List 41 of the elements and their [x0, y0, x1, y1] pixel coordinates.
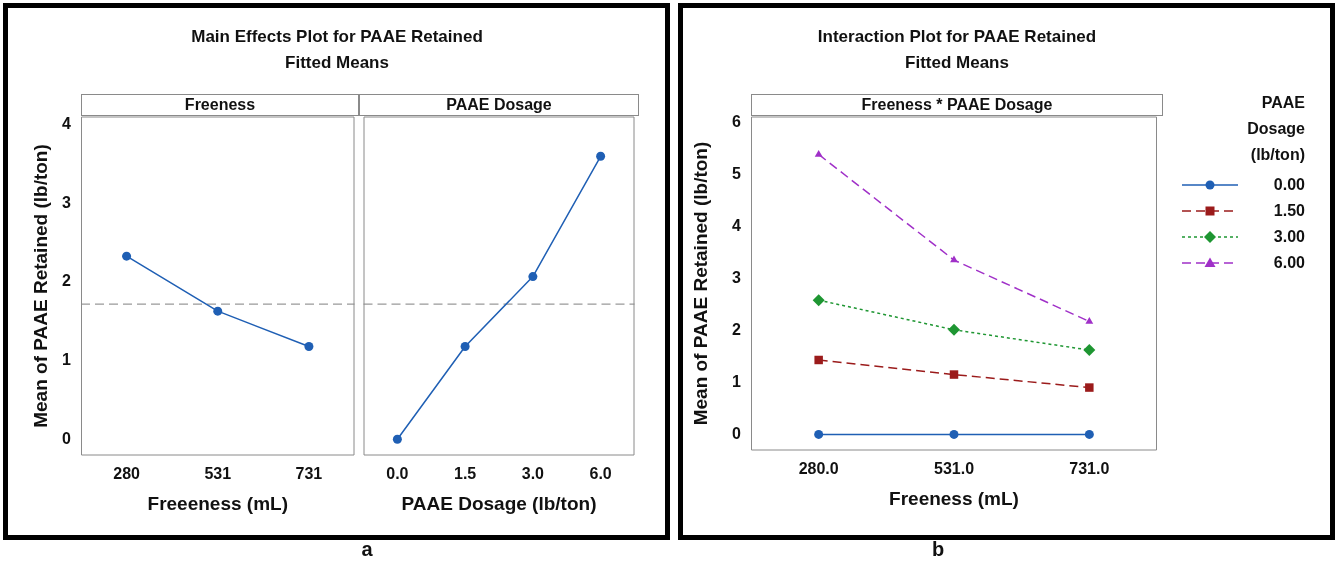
x-tick-label: 280.0 — [798, 460, 839, 478]
text: PAAE Dosage — [359, 94, 639, 116]
chart-title: Main Effects Plot for PAAE Retained — [190, 26, 484, 48]
x-tick-label: 531.0 — [933, 460, 975, 478]
y-tick-label: 0 — [732, 424, 742, 442]
y-tick-label: 1 — [732, 372, 742, 390]
y-tick-label: 4 — [732, 216, 742, 234]
x-axis-title: Freeeness (mL) — [147, 492, 288, 514]
y-tick-label: 1 — [62, 351, 72, 369]
chart-subtitle: Fitted Means — [904, 52, 1010, 74]
y-axis-title: Mean of PAAE Retained (lb/ton) — [689, 141, 711, 426]
y-axis-title: Mean of PAAE Retained (lb/ton) — [29, 144, 51, 428]
y-tick-label: 0 — [62, 429, 72, 447]
y-tick-label: 3 — [62, 193, 72, 211]
legend-label: 6.00 — [1273, 254, 1305, 272]
x-tick-label: 1.5 — [454, 465, 477, 483]
x-tick-label: 0.0 — [386, 465, 409, 483]
chart-title: Interaction Plot for PAAE Retained — [816, 26, 1098, 48]
legend-title: PAAE Dosage (lb/ton) — [1246, 93, 1305, 165]
legend-label: 1.50 — [1273, 202, 1305, 220]
text: Freeness * PAAE Dosage — [751, 94, 1163, 116]
y-tick-label: 3 — [732, 268, 742, 286]
x-tick-label: 6.0 — [589, 465, 612, 483]
text: Freeness — [81, 94, 359, 116]
x-axis-title: PAAE Dosage (lb/ton) — [401, 492, 597, 514]
legend-label: 3.00 — [1273, 228, 1305, 246]
y-tick-label: 2 — [732, 320, 742, 338]
text: b — [930, 538, 946, 561]
x-tick-label: 731 — [295, 465, 323, 483]
x-tick-label: 531 — [204, 465, 232, 483]
y-tick-label: 2 — [62, 272, 72, 290]
x-tick-label: 731.0 — [1069, 460, 1110, 478]
x-tick-label: 280 — [113, 465, 141, 483]
legend-label: 0.00 — [1273, 176, 1305, 194]
chart-subtitle: Fitted Means — [284, 52, 390, 74]
x-tick-label: 3.0 — [521, 465, 545, 483]
y-tick-label: 4 — [62, 115, 72, 133]
y-tick-label: 5 — [732, 164, 742, 182]
text: a — [360, 538, 374, 561]
x-axis-title: Freeness (mL) — [889, 487, 1019, 509]
y-tick-label: 6 — [732, 112, 742, 130]
